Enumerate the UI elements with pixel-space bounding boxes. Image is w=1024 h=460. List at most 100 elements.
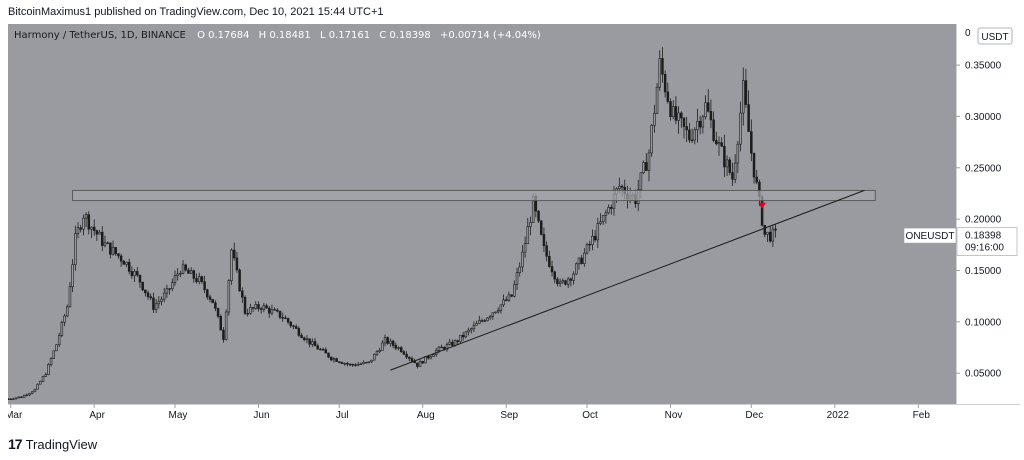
footer-brand: TradingView	[25, 436, 98, 452]
candle	[332, 357, 336, 363]
candle	[189, 267, 193, 274]
resistance-zone[interactable]	[72, 189, 876, 202]
price-axis-background	[956, 24, 1020, 404]
candle	[529, 216, 532, 236]
candle	[168, 288, 171, 295]
candle	[257, 301, 260, 312]
candle	[607, 204, 610, 215]
candle	[219, 314, 223, 331]
candle	[119, 253, 123, 267]
candlestick-chart[interactable]: 0.35000 0.30000 0.25000 0.20000 0.15000 0.100…	[8, 24, 1020, 428]
candle	[136, 266, 139, 277]
candle	[774, 224, 777, 238]
candle	[674, 96, 678, 125]
candle	[386, 336, 389, 345]
candle	[575, 262, 578, 276]
candle	[192, 269, 196, 283]
candle	[475, 320, 478, 326]
candle	[577, 257, 581, 270]
candle	[211, 299, 214, 304]
candle	[47, 363, 50, 376]
candle	[329, 356, 333, 362]
candle	[90, 226, 93, 238]
candle	[671, 100, 675, 120]
candle	[251, 306, 255, 313]
time-tick-label: Jul	[336, 410, 349, 421]
candle	[429, 355, 433, 360]
candle	[262, 302, 266, 313]
candle	[383, 334, 387, 347]
symbol-legend: Harmony / TetherUS, 1D, BINANCE O 0.1768…	[14, 30, 541, 41]
candle	[87, 211, 91, 235]
candle	[381, 340, 384, 351]
candle	[338, 361, 341, 364]
candle	[354, 363, 357, 367]
candle	[41, 375, 45, 382]
candle	[515, 267, 519, 291]
candle	[203, 275, 206, 294]
time-tick-label: Jun	[253, 410, 269, 421]
candle	[685, 116, 688, 143]
price-axis[interactable]: 0.35000 0.30000 0.25000 0.20000 0.15000 0.100…	[956, 61, 1002, 380]
candle	[289, 320, 293, 329]
candle	[292, 324, 295, 330]
candle	[491, 312, 495, 320]
candle	[63, 313, 66, 327]
publish-info: BitcoinMaximus1 published on TradingView…	[8, 6, 384, 18]
time-axis[interactable]: Mar Apr May Jun Jul Aug Sep Oct Nov Dec 2022 Feb	[8, 404, 930, 421]
candle	[596, 217, 600, 248]
candle	[249, 303, 252, 315]
candle	[599, 213, 602, 226]
candle	[55, 344, 58, 352]
close-label: C	[379, 30, 386, 41]
candle	[488, 315, 492, 321]
candle	[655, 82, 659, 115]
price-tick-label: 0.20000	[965, 215, 1002, 226]
candle	[265, 303, 268, 309]
candle	[467, 327, 470, 336]
candle	[101, 226, 104, 252]
candle	[408, 356, 411, 362]
candle	[373, 353, 376, 361]
candle	[246, 308, 249, 317]
candle	[566, 277, 570, 289]
price-tick-label: 0.15000	[965, 266, 1002, 277]
ascending-trendline[interactable]	[390, 189, 865, 371]
time-tick-label: Mar	[8, 410, 23, 421]
candle	[259, 306, 263, 314]
candle	[25, 393, 29, 397]
candle	[149, 293, 152, 301]
candle	[181, 260, 185, 275]
candle	[712, 111, 715, 143]
candle	[270, 304, 274, 316]
candle	[510, 294, 513, 298]
candle	[496, 307, 500, 314]
time-tick-label: Nov	[665, 410, 683, 421]
chart-container[interactable]: 0.35000 0.30000 0.25000 0.20000 0.15000 0.100…	[8, 24, 1020, 428]
unit-selector[interactable]: USDT	[977, 27, 1013, 45]
high-label: H	[259, 30, 267, 41]
candle	[44, 372, 47, 377]
candle	[122, 259, 126, 265]
candle	[416, 362, 419, 369]
candle	[747, 90, 750, 132]
candle	[222, 327, 225, 343]
candle	[610, 204, 613, 215]
candle	[273, 307, 276, 311]
candle	[486, 317, 489, 322]
candle	[391, 339, 395, 349]
candle	[561, 278, 565, 284]
candle	[715, 131, 718, 146]
candle	[394, 342, 398, 351]
candle	[771, 225, 775, 248]
last-price-tag[interactable]: ONEUSDT 0.18398 09:16:00	[903, 227, 1018, 256]
candle	[647, 149, 651, 182]
candle	[421, 360, 424, 364]
candle	[653, 104, 656, 133]
candle	[704, 95, 707, 120]
candle	[723, 134, 726, 178]
time-tick-label: Feb	[913, 410, 931, 421]
candle	[171, 278, 174, 292]
candle	[666, 82, 670, 104]
candle	[12, 397, 15, 400]
